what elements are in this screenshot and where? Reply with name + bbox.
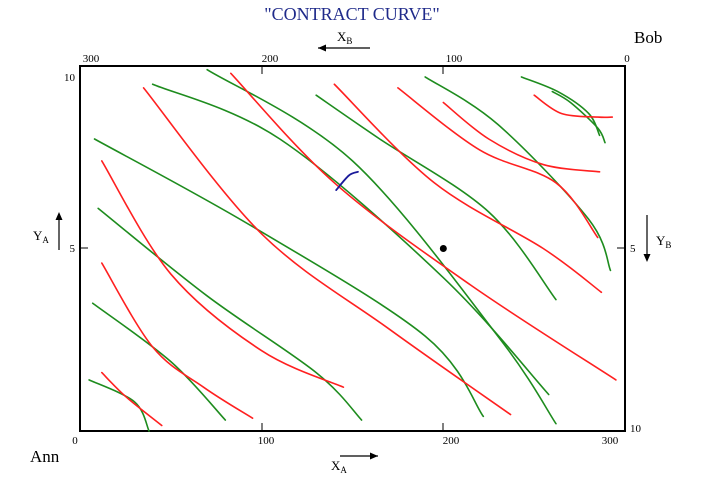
x-b-tick-200: 200 bbox=[262, 53, 279, 65]
y-a-tick-5: 5 bbox=[70, 243, 76, 255]
ann-indifference-curve-6 bbox=[333, 83, 603, 294]
x-a-tick-200: 200 bbox=[443, 435, 460, 447]
bob-indifference-curve-1 bbox=[88, 379, 150, 432]
y-a-tick-10: 10 bbox=[64, 72, 76, 84]
y-b-tick-5: 5 bbox=[630, 243, 636, 255]
bob-indifference-curve-9 bbox=[520, 76, 601, 137]
bob-indifference-curve-2 bbox=[91, 302, 227, 421]
tangency-angle-arc bbox=[335, 170, 359, 191]
svg-text:YB: YB bbox=[656, 233, 671, 250]
x-b-ticks: 300 200 100 0 bbox=[83, 53, 630, 74]
ann-indifference-curve-5 bbox=[229, 72, 617, 381]
x-b-label-main: X bbox=[337, 29, 347, 44]
y-b-label: YB bbox=[643, 215, 671, 262]
ann-origin-label: Ann bbox=[30, 447, 60, 466]
ann-indifference-curve-2 bbox=[101, 262, 254, 420]
x-a-label-main: X bbox=[331, 458, 341, 473]
x-a-ticks: 0 100 200 300 bbox=[72, 423, 619, 447]
svg-text:XB: XB bbox=[337, 29, 352, 46]
endowment-point bbox=[439, 245, 447, 252]
svg-text:YA: YA bbox=[33, 228, 49, 245]
y-b-tick-10: 10 bbox=[630, 423, 642, 435]
ann-indifference-curve-1 bbox=[101, 371, 163, 427]
y-b-label-main: Y bbox=[656, 233, 666, 248]
bob-indifference-curve-6 bbox=[206, 68, 557, 425]
diagram-title: "CONTRACT CURVE" bbox=[264, 4, 440, 24]
indifference-curves bbox=[88, 68, 617, 432]
bob-origin-label: Bob bbox=[634, 28, 662, 47]
x-b-label: XB bbox=[318, 29, 370, 52]
x-b-label-sub: B bbox=[346, 36, 352, 46]
bob-indifference-curve-5 bbox=[151, 83, 550, 396]
x-b-tick-100: 100 bbox=[446, 53, 463, 65]
ann-indifference-curve-4 bbox=[142, 87, 512, 416]
bob-indifference-curve-10 bbox=[551, 90, 606, 144]
bob-indifference-curve-3 bbox=[97, 207, 363, 421]
ann-indifference-curve-9 bbox=[533, 94, 614, 119]
x-b-tick-300: 300 bbox=[83, 53, 100, 65]
bob-indifference-curve-8 bbox=[424, 76, 612, 272]
ann-indifference-curve-7 bbox=[397, 87, 599, 239]
bob-indifference-curve-7 bbox=[315, 94, 557, 301]
bob-indifference-curve-4 bbox=[93, 138, 485, 418]
y-a-label: YA bbox=[33, 212, 63, 250]
x-a-tick-300: 300 bbox=[602, 435, 619, 447]
x-a-label-sub: A bbox=[340, 465, 347, 475]
y-a-ticks: 10 5 bbox=[64, 72, 88, 255]
ann-indifference-curve-3 bbox=[101, 160, 345, 388]
y-a-label-main: Y bbox=[33, 228, 43, 243]
y-a-label-sub: A bbox=[42, 235, 49, 245]
x-b-tick-0: 0 bbox=[624, 53, 630, 65]
svg-text:XA: XA bbox=[331, 458, 347, 475]
y-b-label-sub: B bbox=[665, 240, 671, 250]
ann-indifference-curve-8 bbox=[442, 101, 601, 173]
x-a-tick-100: 100 bbox=[258, 435, 275, 447]
x-a-label: XA bbox=[331, 452, 378, 475]
y-b-ticks: 5 10 bbox=[617, 243, 642, 435]
x-a-tick-0: 0 bbox=[72, 435, 78, 447]
